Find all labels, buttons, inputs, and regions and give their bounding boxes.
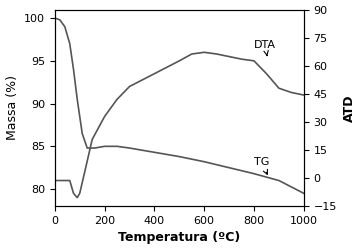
Y-axis label: ATD: ATD <box>343 94 356 122</box>
X-axis label: Temperatura (ºC): Temperatura (ºC) <box>118 232 240 244</box>
Text: TG: TG <box>254 157 269 174</box>
Text: DTA: DTA <box>254 40 276 56</box>
Y-axis label: Massa (%): Massa (%) <box>5 75 18 140</box>
